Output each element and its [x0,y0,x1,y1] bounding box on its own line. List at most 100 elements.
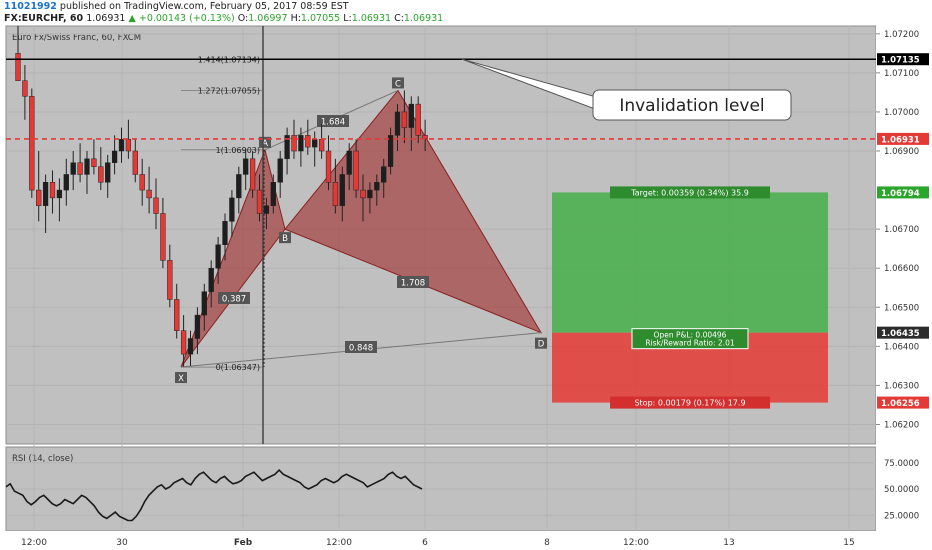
candle-body [346,150,352,175]
candle-body [353,150,359,191]
candle-body [98,166,104,183]
price-tick-label: 1.06300 [884,381,919,391]
candle-body [222,221,228,246]
target-zone [552,192,828,333]
low-value: 1.06931 [351,13,392,24]
candlestick-series [15,26,428,368]
price-tick-label: 1.07000 [884,108,919,118]
candle-body [49,182,56,199]
pattern-point-box [392,77,404,89]
ratio-box [317,115,349,127]
open-label: O: [237,13,249,24]
candle-body [422,135,428,140]
long-position-tool[interactable]: Target: 0.00359 (0.34%) 35.9 Stop: 0.0017… [552,186,828,409]
pattern-point-label: A [262,139,268,149]
candle-body [387,135,394,167]
callout-text: Invalidation level [619,96,764,116]
candle-body [15,53,21,81]
candle-body [277,158,283,183]
candle-body [381,166,387,183]
price-tag [877,132,929,145]
candle-body [263,205,270,214]
price-tag [877,326,929,339]
close-label: C: [394,13,404,24]
candle-body [401,111,408,128]
candle-body [146,189,152,199]
price-tag [877,53,929,66]
price-tick-label: 1.06900 [884,147,919,157]
candle-body [194,314,201,339]
chart-title: Euro Fx/Swiss Franc, 60, FXCM [12,33,141,43]
pattern-point-box [279,232,291,244]
candle-body [367,189,373,199]
open-value: 1.06997 [248,13,288,24]
stop-label-box [610,396,770,409]
time-axis-panel[interactable] [0,531,932,550]
symbol-label: FX:EURCHF, 60 [4,13,84,24]
candle-body [70,162,76,175]
time-tick-label: 12:00 [21,538,47,548]
candle-body [332,182,339,206]
time-tick-label: 15 [843,538,854,548]
rsi-tick-label: 25.0000 [884,511,919,521]
time-tick-label: 13 [723,538,734,548]
candle-body [63,174,69,191]
candle-body [229,197,235,222]
candle-body [374,182,380,191]
callout-box [592,89,792,121]
rsi-title: RSI (14, close) [12,454,73,464]
fib-level-label: 1.272(1.07055) [198,86,260,95]
candle-body [270,182,276,206]
quote-line: FX:EURCHF, 60 1.06931 ▲ +0.00143 (+0.13%… [4,13,904,25]
candle-body [208,267,214,292]
pattern-point-box [259,136,271,148]
rsi-tick-label: 50.0000 [884,485,919,495]
candle-body [249,158,256,191]
change-value: +0.00143 (+0.13%) [138,13,235,24]
time-tick-label: Feb [234,538,253,548]
publish-id[interactable]: 11021992 [4,1,57,12]
stop-label: Stop: 0.00179 (0.17%) 17.9 [634,399,745,408]
candle-body [243,158,249,175]
candle-body [118,139,125,152]
candle-body [394,111,401,136]
candle-body [22,80,28,97]
price-tick-label: 1.07100 [884,69,919,79]
price-tick-label: 1.06400 [884,342,919,352]
rsi-line [5,468,423,522]
price-axis-panel[interactable] [876,26,932,531]
ratio-label: 1.684 [321,118,345,128]
pattern-point-label: C [395,79,401,89]
invalidation-callout[interactable]: Invalidation level [461,58,792,121]
candle-body [325,150,332,183]
risk-reward-label: Risk/Reward Ratio: 2.01 [645,339,734,348]
candle-body [256,189,263,214]
price-tick-label: 1.07200 [884,30,919,40]
price-tag-label: 1.06256 [881,399,920,409]
high-label: H: [290,13,301,24]
high-value: 1.07055 [300,13,341,24]
ratio-box [397,276,429,288]
candle-body [298,135,304,152]
candle-body [187,338,194,355]
time-tick-label: 30 [116,538,128,548]
candle-body [105,162,111,183]
time-tick-label: 12:00 [326,538,352,548]
candle-body [77,162,83,175]
candle-body [111,150,118,163]
ratio-label: 0.848 [349,344,373,354]
pattern-point-label: X [178,374,184,384]
fib-level-label: 0(1.06347) [216,363,260,372]
rsi-series [5,468,423,522]
candle-body [153,197,159,214]
axes: 1.07200 1.07100 1.07000 1.06900 1.06700 1.066… [21,30,929,548]
candle-body [174,299,180,331]
candle-body [91,158,97,167]
pnl-label: Open P&L: 0.00496 [654,331,727,340]
price-tag-label: 1.06435 [881,329,920,339]
pattern-point-label: B [282,234,288,244]
candle-body [201,291,207,316]
candle-body [139,174,145,191]
candle-body [360,189,366,199]
